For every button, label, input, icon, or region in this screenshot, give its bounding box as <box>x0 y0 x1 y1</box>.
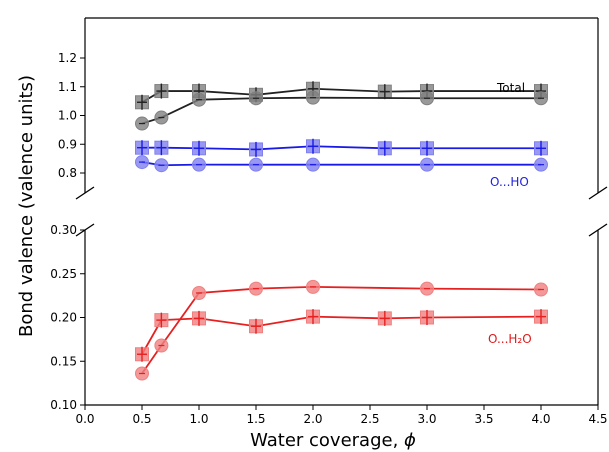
x-tick-label: 1.5 <box>246 412 265 426</box>
y-tick-label: 1.0 <box>58 109 77 123</box>
x-tick-label: 2.5 <box>360 412 379 426</box>
axis-break-mark <box>75 186 95 200</box>
y-tick-label: 1.1 <box>58 80 77 94</box>
axis-break-mark <box>588 223 608 237</box>
bottom-panel: 0.0 0.5 1.0 1.5 2.0 2.5 3.0 3.5 4.0 4.5 0.10 0.15 0.… <box>50 223 607 426</box>
y-tick-label: 0.15 <box>50 354 77 368</box>
series-annotation: Total <box>496 81 525 95</box>
y-tick-label: 0.10 <box>50 398 77 412</box>
y-tick-label: 0.20 <box>50 311 77 325</box>
axis-break-marks <box>75 186 608 237</box>
axis-break-mark <box>75 223 95 237</box>
x-tick-label: 4.5 <box>588 412 607 426</box>
y-axis-label: Bond valence (valence units) <box>16 75 37 337</box>
y-tick-label: 0.25 <box>50 267 77 281</box>
axis-break-mark <box>588 186 608 200</box>
y-tick-label: 1.2 <box>58 51 77 65</box>
x-tick-label: 4.0 <box>531 412 550 426</box>
y-tick-label: 0.9 <box>58 137 77 151</box>
series-line <box>141 285 542 375</box>
x-axis-label-symbol: ϕ <box>404 430 416 451</box>
series-annotation: O...H₂O <box>488 332 532 346</box>
x-axis-label: Water coverage, ϕ <box>250 430 416 451</box>
x-tick-label: 2.0 <box>303 412 322 426</box>
x-tick-label: 3.5 <box>474 412 493 426</box>
top-panel: 0.8 0.9 1.0 1.1 1.2 Total O...HO <box>58 17 599 193</box>
x-tick-label: 3.0 <box>417 412 436 426</box>
x-tick-label: 0.0 <box>75 412 94 426</box>
y-tick-label: 0.8 <box>58 166 77 180</box>
series-annotation: O...HO <box>490 175 529 189</box>
x-tick-label: 0.5 <box>132 412 151 426</box>
x-tick-label: 1.0 <box>189 412 208 426</box>
y-tick-label: 0.30 <box>50 223 77 237</box>
x-axis-label-text: Water coverage, <box>250 430 404 451</box>
